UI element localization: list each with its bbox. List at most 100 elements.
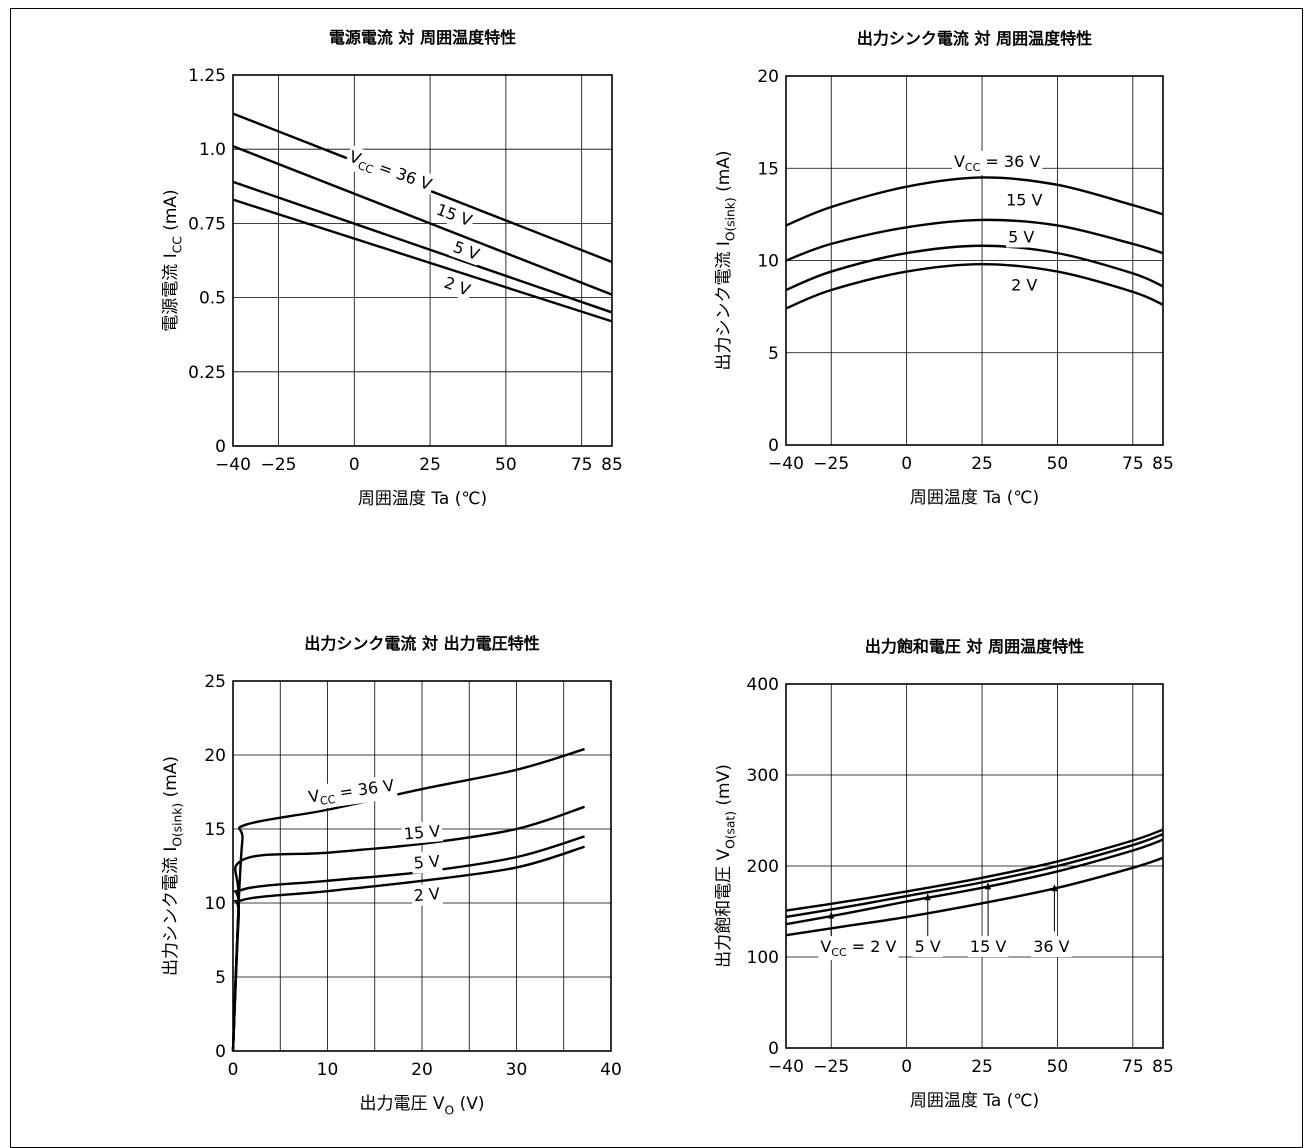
y-tick-label: 20 xyxy=(757,67,779,87)
series-label: 5 V xyxy=(410,850,443,874)
series-label-bg xyxy=(1009,274,1040,296)
y-tick-label: 20 xyxy=(204,746,226,766)
chart-1: 電源電流 対 周囲温度特性 −40 −25 0 25 50 75 85 0 0.25 0.5 0.75… xyxy=(161,28,623,509)
x-tick-label: 85 xyxy=(601,455,623,475)
series-line xyxy=(231,845,585,1052)
x-tick-label: 0 xyxy=(349,455,360,475)
chart-title: 出力シンク電流 対 周囲温度特性 xyxy=(857,29,1092,48)
x-tick-label: 75 xyxy=(1122,454,1144,474)
x-tick-label: 85 xyxy=(1152,1057,1174,1077)
y-tick-label: 25 xyxy=(204,672,226,692)
y-tick-label: 0 xyxy=(768,436,779,456)
series-label: VCC = 2 V xyxy=(818,936,899,961)
x-tick-label: −40 xyxy=(768,454,804,474)
series-label: 36 V xyxy=(1031,936,1072,958)
series-label-text: 5 V xyxy=(1008,228,1034,247)
x-tick-label: 25 xyxy=(971,1057,993,1077)
x-tick-label: 0 xyxy=(901,1057,912,1077)
series-label-bg xyxy=(410,882,443,907)
series-label-bg xyxy=(448,235,485,266)
x-tick-label: 75 xyxy=(571,455,593,475)
x-tick-label: 50 xyxy=(1047,454,1069,474)
y-tick-label: 15 xyxy=(757,159,779,179)
y-axis-label: 電源電流 ICC (mA) xyxy=(161,189,184,331)
series-label-text: 15 V xyxy=(970,937,1006,956)
y-tick-label: 400 xyxy=(747,675,779,695)
x-tick-label: 50 xyxy=(495,455,517,475)
y-tick-label: 0.5 xyxy=(199,289,226,309)
series-line xyxy=(231,747,585,1052)
x-tick-label: 0 xyxy=(228,1060,239,1080)
pointer-arrow-head xyxy=(828,911,835,919)
series-label-bg xyxy=(912,936,943,958)
series-label-bg xyxy=(401,820,444,845)
y-tick-label: 100 xyxy=(747,948,779,968)
y-tick-label: 0.75 xyxy=(188,214,226,234)
series-label-text: 15 V xyxy=(403,821,441,843)
x-tick-label: 20 xyxy=(411,1060,433,1080)
series-line xyxy=(785,856,1164,937)
x-tick-label: −40 xyxy=(215,455,251,475)
y-tick-label: 0 xyxy=(768,1039,779,1059)
y-tick-label: 1.25 xyxy=(188,66,226,86)
pointer-arrow-head xyxy=(924,893,931,901)
series-label: 2 V xyxy=(410,882,443,907)
y-tick-label: 200 xyxy=(747,857,779,877)
series-label: 2 V xyxy=(1009,274,1040,296)
plot-frame xyxy=(232,74,613,447)
y-tick-label: 0.25 xyxy=(188,363,226,383)
series-label: 15 V xyxy=(401,820,444,845)
series-label-text: 15 V xyxy=(1006,191,1042,210)
series-line xyxy=(232,145,613,296)
y-tick-label: 10 xyxy=(757,252,779,272)
x-axis-label: 周囲温度 Ta (℃) xyxy=(358,489,487,509)
plot-frame xyxy=(785,683,1164,1049)
series-line xyxy=(785,244,1164,292)
series-line xyxy=(785,218,1164,262)
pointer-arrow-head xyxy=(985,882,992,890)
series-label-bg xyxy=(410,850,443,874)
series-label: VCC = 36 V xyxy=(343,145,437,199)
y-axis-label: 出力シンク電流 IO(sink) (mA) xyxy=(714,150,737,370)
series-label-bg xyxy=(305,774,398,811)
series-line xyxy=(785,828,1164,912)
x-axis-label: 周囲温度 Ta (℃) xyxy=(910,1091,1039,1111)
series-label: VCC = 36 V xyxy=(951,150,1043,175)
x-axis-label: 周囲温度 Ta (℃) xyxy=(910,488,1039,508)
series-label: 5 V xyxy=(448,235,485,266)
series-label-text: 5 V xyxy=(915,937,941,956)
chart-title: 出力シンク電流 対 出力電圧特性 xyxy=(304,634,539,653)
series-label-text: VCC = 36 V xyxy=(346,147,435,197)
x-tick-label: 30 xyxy=(506,1060,528,1080)
x-tick-label: −40 xyxy=(768,1057,804,1077)
y-tick-label: 0 xyxy=(215,437,226,457)
series-label-bg xyxy=(431,198,477,232)
series-line xyxy=(231,835,585,1052)
series-line xyxy=(785,176,1164,227)
series-label-bg xyxy=(1004,189,1045,211)
chart-title: 出力飽和電圧 対 周囲温度特性 xyxy=(865,637,1084,656)
chart-title: 電源電流 対 周囲温度特性 xyxy=(329,28,516,47)
series-label: 5 V xyxy=(1006,226,1037,248)
series-label-bg xyxy=(1006,226,1037,248)
x-tick-label: −25 xyxy=(261,455,297,475)
series-label-text: 36 V xyxy=(1033,937,1069,956)
y-tick-label: 15 xyxy=(204,820,226,840)
x-tick-label: 85 xyxy=(1152,454,1174,474)
series-line xyxy=(785,833,1164,919)
y-tick-label: 0 xyxy=(215,1042,226,1062)
series-label: 5 V xyxy=(912,936,943,958)
y-tick-label: 300 xyxy=(747,766,779,786)
series-line xyxy=(785,262,1164,310)
chart-3: 出力シンク電流 対 出力電圧特性 0 10 20 30 40 0 5 10 15 20 25 出力電圧 … xyxy=(161,634,622,1117)
x-tick-label: −25 xyxy=(813,1057,849,1077)
x-tick-label: 10 xyxy=(317,1060,339,1080)
y-tick-label: 10 xyxy=(204,894,226,914)
x-tick-label: 40 xyxy=(600,1060,622,1080)
chart-2: 出力シンク電流 対 周囲温度特性 −40 −25 0 25 50 75 85 0 5 10 15 20 周… xyxy=(714,29,1174,508)
series-label-text: 2 V xyxy=(413,884,441,905)
x-tick-label: 0 xyxy=(901,454,912,474)
chart-4: 出力飽和電圧 対 周囲温度特性 −40 −25 0 25 50 75 85 0 100 200 300… xyxy=(714,637,1174,1111)
